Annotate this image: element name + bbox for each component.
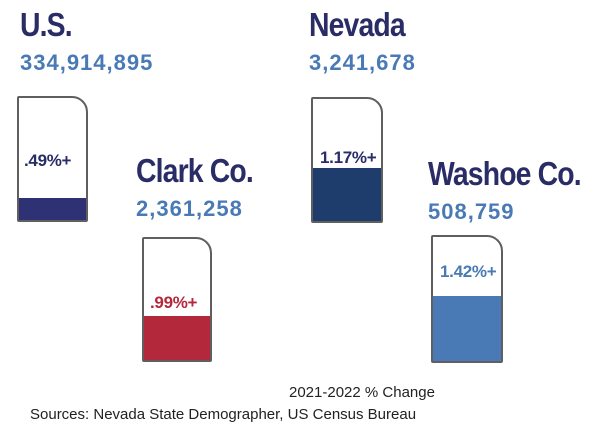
- region-name-washoe: Washoe Co.: [428, 155, 582, 192]
- fill-us: [19, 198, 86, 220]
- glass-nevada: [311, 97, 383, 223]
- glass-us: [17, 96, 88, 222]
- population-washoe: 508,759: [428, 199, 515, 224]
- chart-caption: 2021-2022 % Change: [289, 384, 435, 401]
- chart-source: Sources: Nevada State Demographer, US Ce…: [30, 406, 417, 423]
- population-nevada: 3,241,678: [309, 50, 416, 75]
- pct-label-nevada: 1.17%+: [320, 148, 377, 167]
- population-clark: 2,361,258: [136, 196, 243, 221]
- fill-clark: [144, 316, 210, 360]
- region-name-clark: Clark Co.: [136, 152, 254, 189]
- population-us: 334,914,895: [20, 50, 154, 75]
- pct-label-us: .49%+: [24, 151, 72, 170]
- glass-clark: [142, 237, 212, 362]
- fill-washoe: [433, 296, 501, 361]
- region-name-nevada: Nevada: [309, 6, 406, 43]
- fill-nevada: [313, 168, 381, 221]
- pct-label-washoe: 1.42%+: [440, 262, 497, 281]
- glass-washoe: [431, 235, 503, 363]
- pct-label-clark: .99%+: [150, 293, 198, 312]
- region-name-us: U.S.: [20, 6, 73, 43]
